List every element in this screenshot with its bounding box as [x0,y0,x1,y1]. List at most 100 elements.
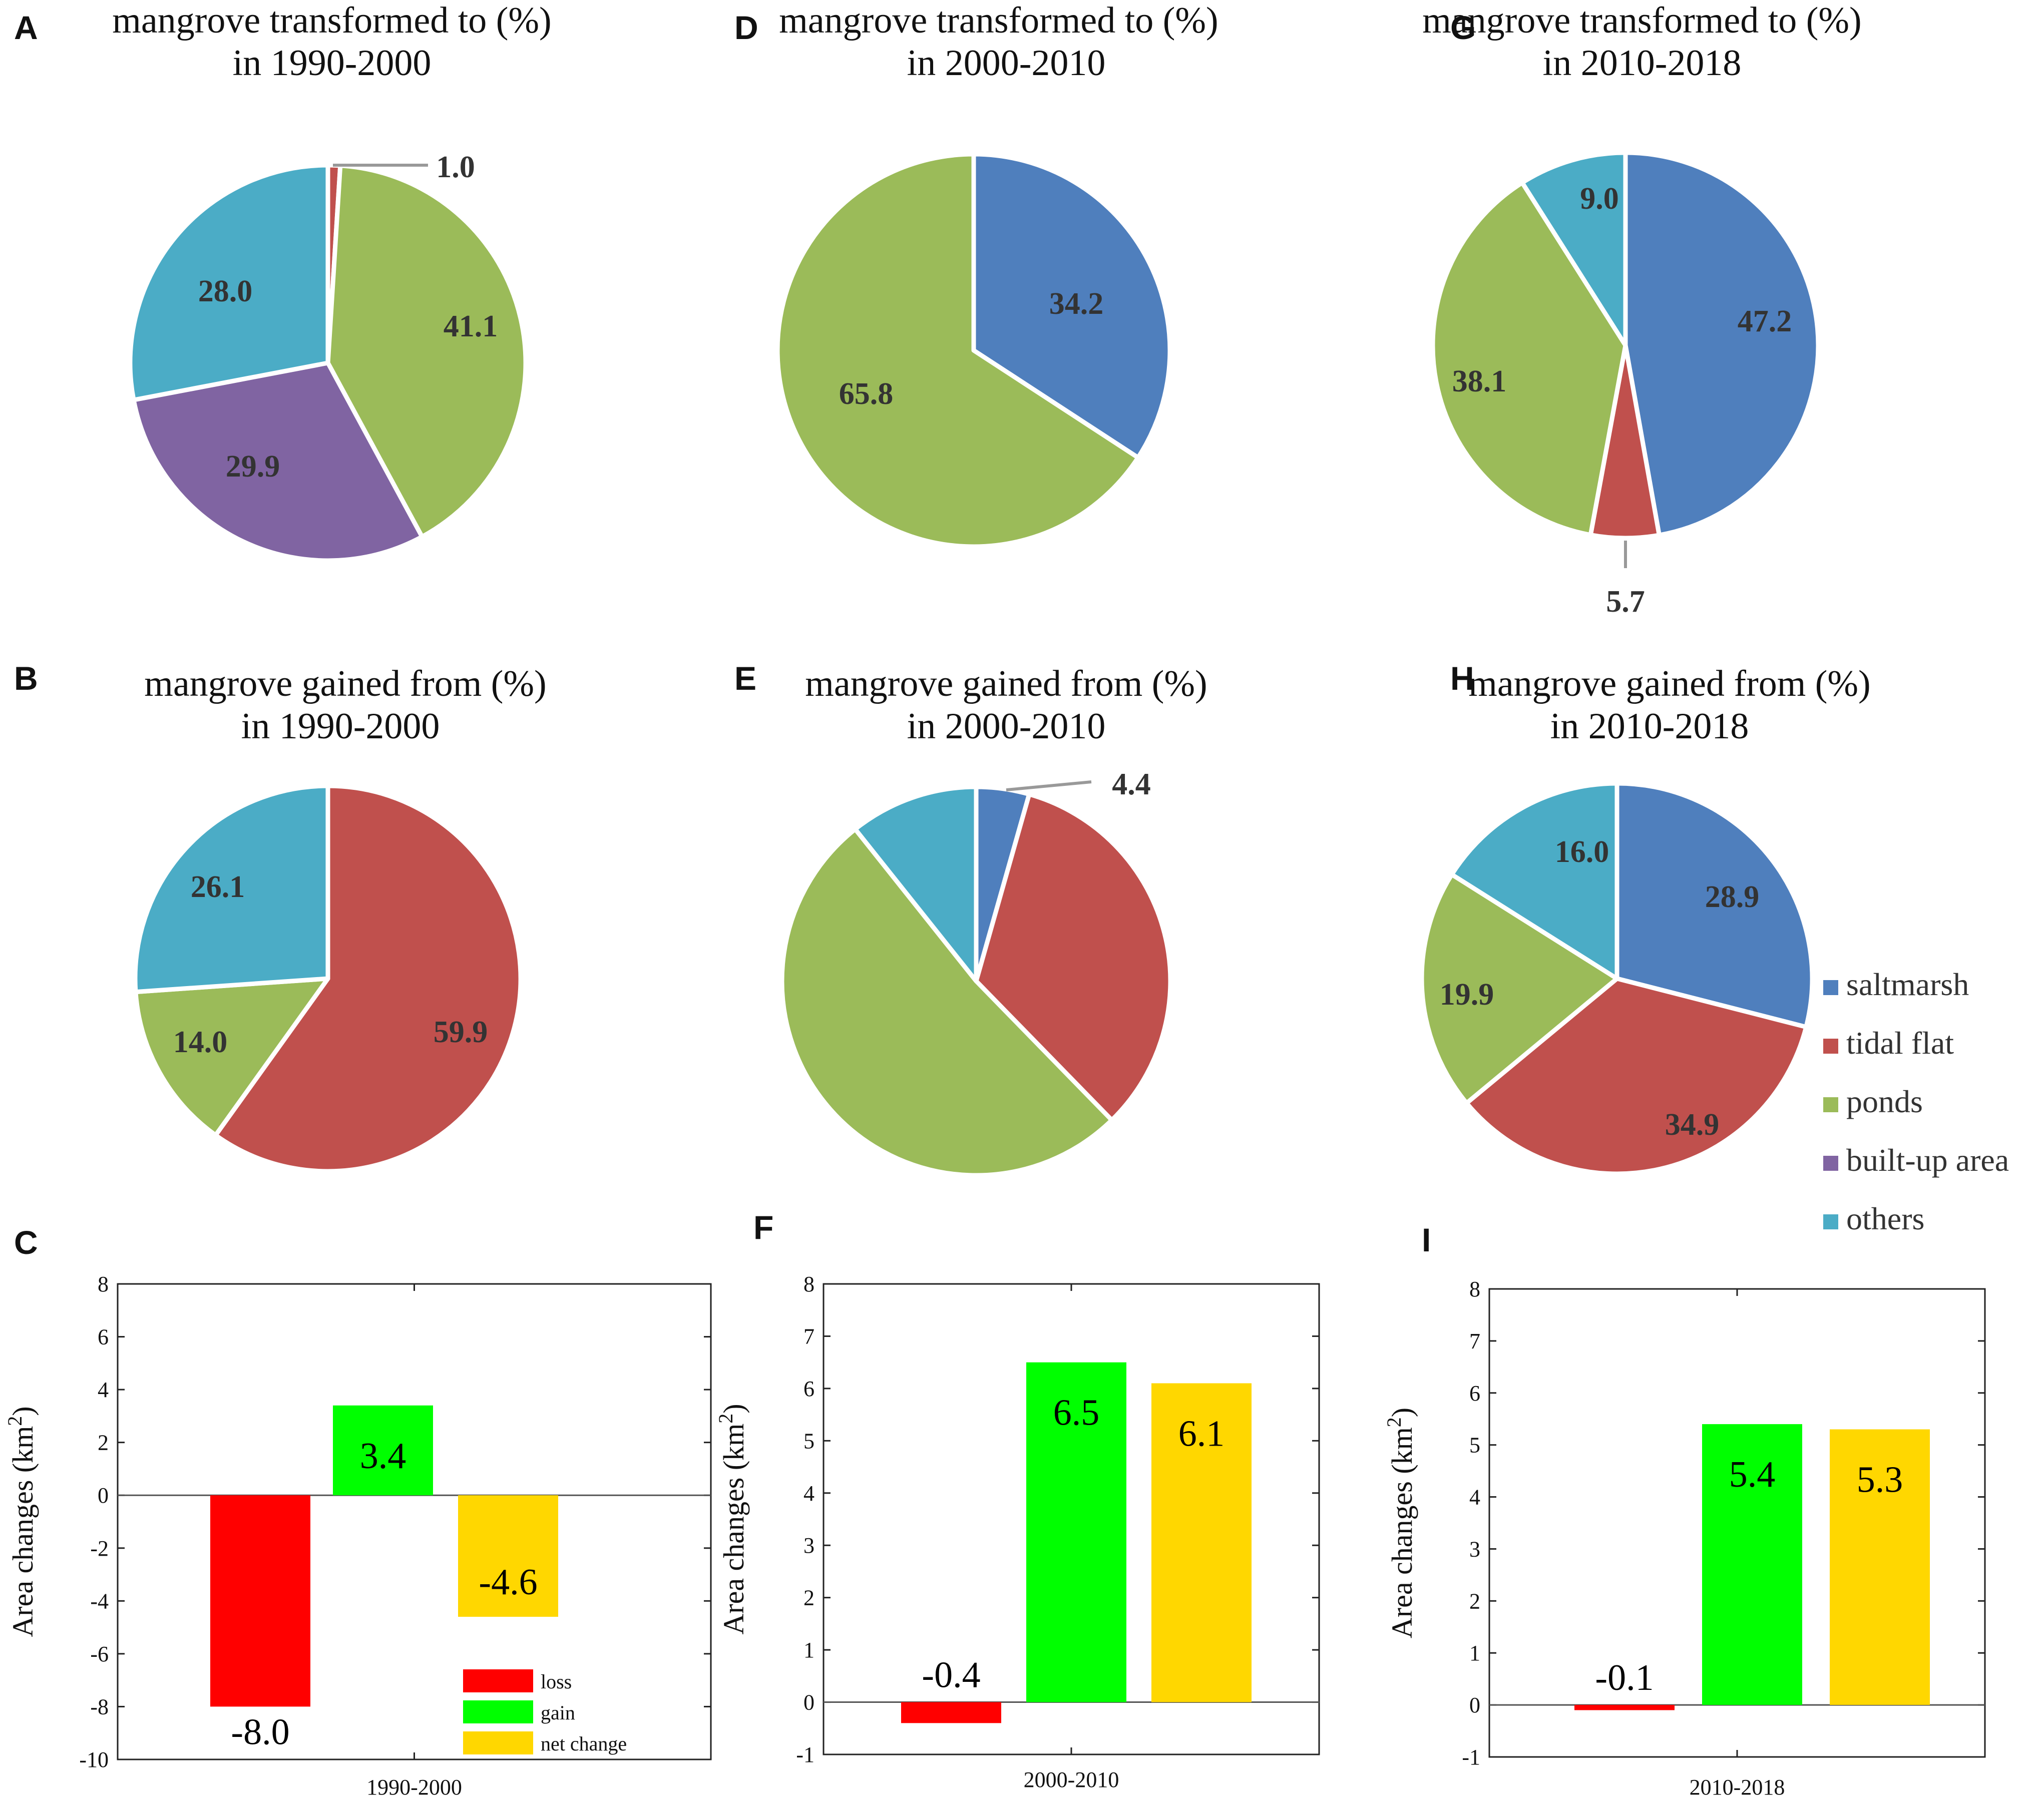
panel-label: B [14,660,38,697]
bar-value-label: 6.5 [1053,1393,1100,1434]
y-axis-title-end: ) [7,1406,39,1416]
y-tick-label: 8 [1469,1277,1480,1301]
slice-label: 9.0 [1580,182,1619,216]
chart-title: mangrove transformed to (%) [1422,0,1861,41]
chart-title: mangrove gained from (%) [805,663,1207,704]
y-tick-label: -6 [90,1642,109,1666]
bar-loss [210,1495,310,1707]
bar-value-label: -4.6 [479,1562,537,1603]
y-tick-label: 0 [98,1483,109,1508]
bar-gain [333,1405,433,1496]
y-axis-title-main: Area changes (km [7,1426,39,1637]
legend-label: loss [541,1670,572,1693]
y-axis-title-main: Area changes (km [1386,1427,1418,1638]
panel-label: F [753,1209,773,1246]
y-tick-label: 1 [803,1638,814,1662]
y-tick-label: -1 [1462,1745,1480,1769]
pie-slice-saltmarsh [1614,781,1815,1030]
bar-value-label: 5.3 [1857,1460,1903,1501]
slice-label: 19.9 [1440,978,1494,1012]
slice-label: 1.0 [436,150,475,184]
chart-title: mangrove gained from (%) [1468,663,1870,704]
pie-slice-others [133,783,330,995]
y-tick-label: 6 [98,1325,109,1349]
chart-subtitle: in 2010-2018 [1543,43,1742,84]
y-tick-label: 8 [98,1272,109,1296]
legend-label: ponds [1846,1084,1923,1119]
pie-slice-tidal-flat [974,792,1173,1123]
pie-slice-saltmarsh [1623,150,1821,538]
panel-label: C [14,1224,38,1261]
y-axis-title-sup: 2 [4,1416,26,1426]
plot-frame [117,1283,712,1760]
chart-title: mangrove gained from (%) [144,663,546,704]
slice-label: 14.0 [173,1025,228,1059]
legend-swatch-others [1823,1214,1838,1229]
chart-subtitle: in 2000-2010 [907,706,1106,747]
legend-swatch-loss [463,1669,533,1692]
panel-label: E [734,660,756,697]
bar-net-change [458,1495,558,1617]
chart-title: mangrove transformed to (%) [112,0,551,41]
bar-value-label: -0.1 [1595,1657,1654,1698]
pie-slice-others [1520,150,1628,348]
callout-line [1006,780,1092,791]
y-axis-title-end: ) [717,1404,750,1413]
pie-slice-others [128,163,330,402]
y-tick-label: 3 [1469,1537,1480,1561]
y-axis-title: Area changes (km2) [1383,1408,1418,1638]
y-tick-label: 0 [1469,1693,1480,1717]
y-tick-label: 6 [803,1377,814,1401]
x-tick-label: 2000-2010 [1024,1767,1119,1792]
bar-loss [901,1702,1001,1723]
legend-swatch-net-change [463,1731,533,1754]
bar-chart-c: C -10 -8 -6 -4 -2 0 2 4 6 8 1990-2000 Area changes (… [4,1224,712,1799]
pie-slice-built-up-area [131,360,425,563]
y-tick-label: 2 [803,1586,814,1610]
legend-swatch-gain [463,1700,533,1723]
bar-gain [1702,1424,1802,1705]
panel-label: I [1422,1221,1431,1258]
slice-label: 16.0 [1555,835,1609,869]
slice-label: 41.1 [444,309,498,343]
bar-loss [1574,1705,1675,1710]
bar-value-label: 6.1 [1178,1413,1225,1454]
slice-label: 34.2 [1049,287,1104,321]
panel-label: H [1450,660,1474,697]
y-tick-label: 4 [803,1481,814,1506]
slice-label: 4.4 [1112,767,1151,801]
legend-label: gain [541,1701,575,1724]
y-axis-title-sup: 2 [1383,1417,1405,1427]
y-tick-label: -10 [79,1747,109,1772]
bar-value-label: -8.0 [231,1711,289,1752]
slice-label: 34.9 [1665,1108,1720,1142]
y-tick-label: -4 [90,1589,109,1613]
chart-subtitle: in 1990-2000 [233,43,432,84]
y-tick-label: 5 [803,1429,814,1453]
y-tick-label: 0 [803,1690,814,1715]
y-axis-title: Area changes (km2) [714,1404,750,1634]
x-tick-label: 2010-2018 [1690,1775,1785,1799]
legend-swatch-saltmarsh [1823,980,1838,995]
legend-swatch-ponds [1823,1097,1838,1112]
pie-slice-ponds [1419,872,1619,1106]
legend-label: built-up area [1846,1142,2009,1178]
y-tick-label: 4 [1469,1485,1480,1510]
y-tick-label: 2 [1469,1589,1480,1613]
slice-label: 26.1 [191,870,245,904]
pie-slice-tidal-flat [1464,976,1809,1176]
y-tick-label: 2 [98,1431,109,1455]
slice-label: 5.7 [1606,585,1645,619]
y-axis-title: Area changes (km2) [4,1406,39,1637]
y-tick-label: 3 [803,1533,814,1558]
y-axis-title-main: Area changes (km [717,1424,750,1635]
slice-label: 28.9 [1705,880,1760,914]
